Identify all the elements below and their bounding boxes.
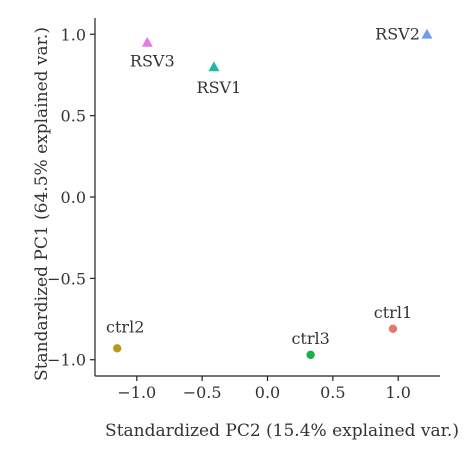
- y-tick-label: −0.5: [47, 269, 86, 288]
- y-tick-label: 1.0: [61, 25, 86, 44]
- x-tick-label: −1.0: [117, 383, 156, 402]
- x-tick-label: −0.5: [183, 383, 222, 402]
- data-points: [113, 28, 433, 360]
- ctrl2-label: ctrl2: [106, 317, 144, 336]
- rsv3-point: [141, 36, 153, 47]
- ctrl3-point: [306, 350, 315, 360]
- x-tick-label: 1.0: [385, 383, 410, 402]
- x-axis-title: Standardized PC2 (15.4% explained var.): [105, 421, 459, 441]
- y-axis-title: Standardized PC1 (64.5% explained var.): [32, 27, 52, 381]
- ticks: −1.0 −0.5 0.0 0.5 1.0 −1.0 −0.5 0.0 0.5 1.0: [47, 25, 411, 402]
- ctrl3-label: ctrl3: [291, 329, 329, 348]
- point-labels: RSV2 RSV3 RSV1 ctrl1 ctrl2 ctrl3: [106, 24, 420, 348]
- y-tick-label: 0.5: [61, 107, 86, 126]
- rsv2-point: [421, 28, 433, 39]
- ctrl1-label: ctrl1: [374, 303, 412, 322]
- ctrl1-point: [388, 324, 398, 334]
- x-tick-label: 0.5: [320, 383, 345, 402]
- axes: [94, 18, 440, 377]
- rsv1-label: RSV1: [197, 78, 242, 97]
- x-tick-label: 0.0: [255, 383, 280, 402]
- y-tick-label: 0.0: [61, 188, 86, 207]
- y-tick-label: −1.0: [47, 351, 86, 370]
- rsv1-point: [208, 61, 220, 72]
- rsv3-label: RSV3: [130, 51, 175, 70]
- ctrl2-point: [113, 344, 122, 353]
- rsv2-label: RSV2: [375, 24, 420, 43]
